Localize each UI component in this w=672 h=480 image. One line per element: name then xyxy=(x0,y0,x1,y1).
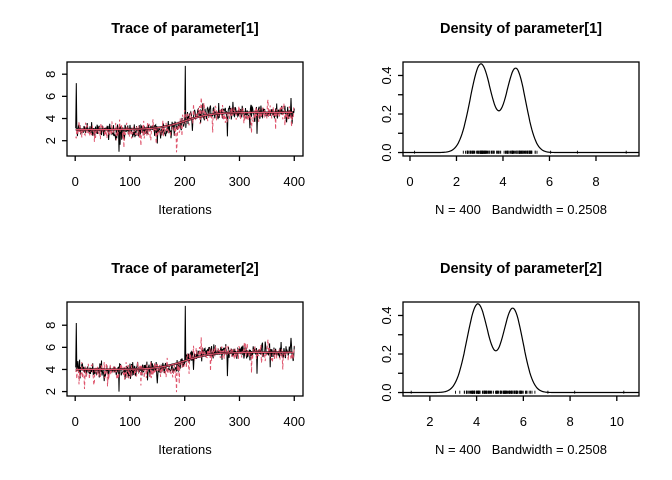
density-of-parameter-2-panel: 2 4 6 8 10 0.0 0.2 0.4 Density of parameter[2] … xyxy=(336,240,672,480)
panel-title: Trace of parameter[1] xyxy=(111,21,259,37)
density-plot-parameter-1: 0 2 4 6 8 0.0 0.2 0.4 xyxy=(379,61,640,189)
svg-text:10: 10 xyxy=(610,414,624,429)
density-of-parameter-1-panel: 0 2 4 6 8 0.0 0.2 0.4 Density of parameter[1] N… xyxy=(336,0,672,240)
density-caption: N = 400 Bandwidth = 0.2508 xyxy=(434,202,607,217)
x-axis-label: Iterations xyxy=(158,442,212,457)
svg-text:0.0: 0.0 xyxy=(379,143,394,161)
svg-text:4: 4 xyxy=(499,174,506,189)
svg-text:0: 0 xyxy=(406,174,413,189)
svg-text:2: 2 xyxy=(453,174,460,189)
svg-text:4: 4 xyxy=(473,414,480,429)
svg-text:400: 400 xyxy=(283,174,305,189)
panel-title: Density of parameter[2] xyxy=(440,261,602,277)
svg-text:0.4: 0.4 xyxy=(379,66,394,84)
svg-text:200: 200 xyxy=(174,414,196,429)
svg-text:8: 8 xyxy=(43,71,58,78)
svg-text:8: 8 xyxy=(592,174,599,189)
svg-text:6: 6 xyxy=(43,344,58,351)
svg-text:4: 4 xyxy=(43,115,58,122)
panel-title: Trace of parameter[2] xyxy=(111,261,259,277)
trace-of-parameter-1-panel: 0 100 200 300 400 2 4 6 8 Trace of parameter[1] … xyxy=(0,0,336,240)
svg-text:6: 6 xyxy=(43,93,58,100)
density-caption: N = 400 Bandwidth = 0.2508 xyxy=(434,442,607,457)
svg-text:0.2: 0.2 xyxy=(379,105,394,123)
svg-text:300: 300 xyxy=(229,174,251,189)
svg-text:0: 0 xyxy=(72,414,79,429)
svg-text:6: 6 xyxy=(520,414,527,429)
svg-text:6: 6 xyxy=(546,174,553,189)
svg-text:300: 300 xyxy=(229,414,251,429)
panel-title: Density of parameter[1] xyxy=(440,21,602,37)
trace-of-parameter-2-panel: 0 100 200 300 400 2 4 6 8 Trace of parameter[2] … xyxy=(0,240,336,480)
svg-text:2: 2 xyxy=(43,137,58,144)
svg-text:8: 8 xyxy=(43,322,58,329)
x-axis-label: Iterations xyxy=(158,202,212,217)
svg-text:0: 0 xyxy=(72,174,79,189)
svg-text:2: 2 xyxy=(43,388,58,395)
svg-text:4: 4 xyxy=(43,366,58,373)
trace-plot-parameter-1: 0 100 200 300 400 2 4 6 8 xyxy=(43,61,305,189)
svg-text:100: 100 xyxy=(119,414,141,429)
svg-text:8: 8 xyxy=(566,414,573,429)
trace-plot-parameter-2: 0 100 200 300 400 2 4 6 8 xyxy=(43,301,305,429)
svg-text:0.2: 0.2 xyxy=(379,345,394,363)
svg-text:0.4: 0.4 xyxy=(379,306,394,324)
svg-text:0.0: 0.0 xyxy=(379,383,394,401)
density-plot-parameter-2: 2 4 6 8 10 0.0 0.2 0.4 xyxy=(379,301,640,429)
svg-text:400: 400 xyxy=(283,414,305,429)
svg-text:100: 100 xyxy=(119,174,141,189)
svg-text:200: 200 xyxy=(174,174,196,189)
svg-text:2: 2 xyxy=(426,414,433,429)
